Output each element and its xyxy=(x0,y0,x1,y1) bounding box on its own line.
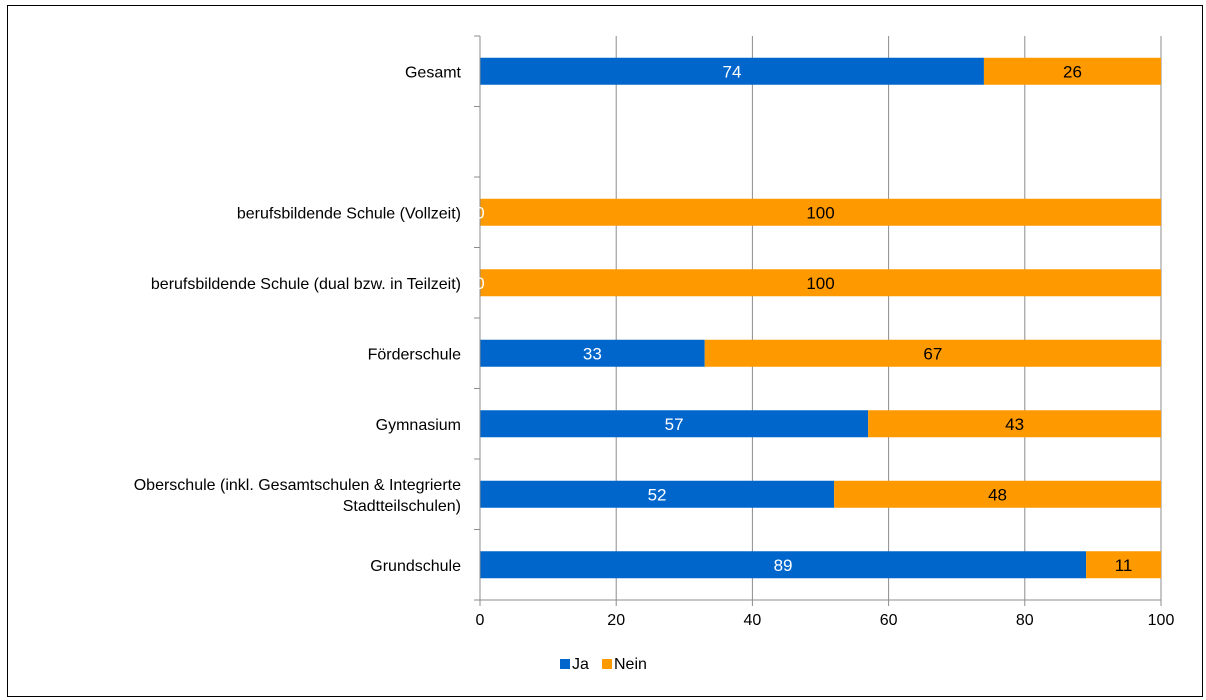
category-label-line: Gymnasium xyxy=(376,417,461,434)
x-tick-label: 40 xyxy=(744,612,762,629)
legend: Ja Nein xyxy=(560,656,647,673)
category-label: berufsbildende Schule (dual bzw. in Teil… xyxy=(151,276,461,293)
legend-swatch-nein xyxy=(602,659,612,669)
bar-nein xyxy=(704,339,1161,367)
data-label: 33 xyxy=(583,344,602,363)
legend-label-ja: Ja xyxy=(572,656,589,673)
bar-nein xyxy=(868,410,1161,438)
category-label: Oberschule (inkl. Gesamtschulen & Integr… xyxy=(134,477,461,515)
bar-nein xyxy=(983,57,1161,85)
data-label: 52 xyxy=(648,485,667,504)
x-tick-label: 20 xyxy=(607,612,625,629)
bar-ja xyxy=(480,339,705,367)
bars xyxy=(480,57,1161,579)
x-tick-label: 80 xyxy=(1016,612,1034,629)
category-label: Grundschule xyxy=(370,558,461,575)
data-label: 26 xyxy=(1063,62,1082,81)
category-label: Förderschule xyxy=(368,346,461,363)
category-label-line: Förderschule xyxy=(368,346,461,363)
category-label-line: berufsbildende Schule (dual bzw. in Teil… xyxy=(151,276,461,293)
category-label-line: berufsbildende Schule (Vollzeit) xyxy=(237,205,461,222)
category-label: Gesamt xyxy=(405,64,462,81)
category-label-line: Grundschule xyxy=(370,558,461,575)
category-label: berufsbildende Schule (Vollzeit) xyxy=(237,205,461,222)
data-label: 67 xyxy=(923,344,942,363)
data-label: 43 xyxy=(1005,415,1024,434)
data-label: 57 xyxy=(665,415,684,434)
legend-label-nein: Nein xyxy=(614,656,647,673)
data-label: 48 xyxy=(988,485,1007,504)
x-tick-label: 100 xyxy=(1148,612,1175,629)
gridlines xyxy=(615,36,1162,600)
x-tick-label: 60 xyxy=(880,612,898,629)
data-label: 11 xyxy=(1115,556,1133,575)
axes xyxy=(474,35,1162,606)
data-label: 74 xyxy=(723,62,742,81)
bar-ja xyxy=(480,480,835,508)
data-label: 100 xyxy=(806,203,834,222)
bar-nein xyxy=(480,198,1161,226)
data-label: 0 xyxy=(475,274,484,293)
category-label-line: Stadtteilschulen) xyxy=(343,498,461,515)
legend-swatch-ja xyxy=(560,659,570,669)
bar-nein xyxy=(480,269,1161,297)
category-label: Gymnasium xyxy=(376,417,461,434)
bar-ja xyxy=(480,57,984,85)
category-label-line: Oberschule (inkl. Gesamtschulen & Integr… xyxy=(134,477,461,494)
category-label-line: Gesamt xyxy=(405,64,462,81)
bar-nein xyxy=(1086,551,1161,579)
bar-ja xyxy=(480,551,1087,579)
data-label: 100 xyxy=(806,274,834,293)
x-tick-label: 0 xyxy=(476,612,485,629)
data-label: 0 xyxy=(475,203,484,222)
bar-nein xyxy=(834,480,1161,508)
data-label: 89 xyxy=(774,556,793,575)
labels: 0 20 40 60 80 100 74 26 Gesamt 0 100 berufsbildende… xyxy=(134,62,1175,629)
bar-ja xyxy=(480,410,869,438)
